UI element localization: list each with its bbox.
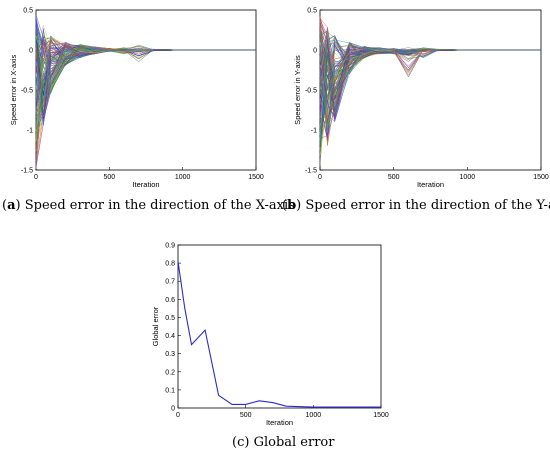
y-tick-label-c-6: 0.6 — [165, 297, 175, 304]
y-tick-label-a-1: -1 — [27, 128, 33, 135]
series-group-a — [35, 14, 256, 169]
y-axis-label-c: Global error — [151, 306, 160, 346]
y-axis-label-a: Speed error in X-axis — [9, 55, 18, 126]
y-tick-label-b-1: -1 — [311, 128, 317, 135]
caption-c: (c) Global error — [232, 435, 334, 450]
caption-c-letter: (c) — [232, 435, 250, 450]
y-tick-label-b-0: -1.5 — [305, 168, 317, 175]
y-tick-label-c-7: 0.7 — [165, 279, 175, 286]
plot-area-c — [177, 244, 382, 409]
series-group-b — [319, 16, 541, 166]
caption-b-text: Speed error in the direction of the Y-ax… — [301, 198, 550, 213]
chart-global-error: 0 500 1000 1500 0 0.1 0.2 0.3 0.4 0.5 0.6 0.7 0.8 0.9… — [151, 243, 389, 428]
y-tick-label-b-4: 0.5 — [307, 8, 317, 15]
y-tick-label-a-3: 0 — [29, 48, 33, 55]
y-tick-label-b-3: 0 — [313, 48, 317, 55]
y-tick-label-c-2: 0.2 — [165, 369, 175, 376]
y-tick-label-c-5: 0.5 — [165, 315, 175, 322]
chart-speed-error-x: 0 500 1000 1500 -1.5 -1 -0.5 0 0.5 Iteration Speed… — [9, 8, 264, 190]
x-tick-label-a-2: 1000 — [175, 174, 191, 181]
caption-b: (b) Speed error in the direction of the … — [282, 198, 550, 213]
x-tick-label-a-1: 500 — [103, 174, 115, 181]
chart-panel-c: 0 500 1000 1500 0 0.1 0.2 0.3 0.4 0.5 0.6 0.7 0.8 0.9… — [150, 235, 400, 430]
y-tick-label-c-8: 0.8 — [165, 261, 175, 268]
x-tick-label-c-1: 500 — [240, 412, 252, 419]
series-line-a-118 — [35, 42, 256, 130]
y-tick-label-c-4: 0.4 — [165, 333, 175, 340]
x-tick-label-a-0: 0 — [34, 174, 38, 181]
y-tick-label-a-2: -0.5 — [21, 88, 33, 95]
series-line-a-115 — [35, 42, 256, 117]
chart-panel-a: 0 500 1000 1500 -1.5 -1 -0.5 0 0.5 Iteration Speed… — [0, 0, 270, 200]
x-axis-label-c: Iteration — [266, 418, 293, 425]
y-axis-label-b: Speed error in Y-axis — [293, 55, 302, 125]
caption-a-text: Speed error in the direction of the X-ax… — [20, 198, 295, 213]
x-tick-label-b-0: 0 — [318, 174, 322, 181]
caption-b-letter: b — [287, 198, 297, 213]
x-axis-label-a: Iteration — [132, 180, 159, 189]
chart-speed-error-y: 0 500 1000 1500 -1.5 -1 -0.5 0 0.5 Iteration Speed… — [293, 8, 549, 190]
chart-panel-b: 0 500 1000 1500 -1.5 -1 -0.5 0 0.5 Iteration Speed… — [283, 0, 550, 200]
x-tick-label-c-3: 1500 — [373, 412, 389, 419]
x-tick-label-b-1: 500 — [388, 174, 400, 181]
y-tick-label-c-3: 0.3 — [165, 351, 175, 358]
caption-a-letter: a — [7, 198, 16, 213]
caption-a: (a) Speed error in the direction of the … — [2, 198, 295, 213]
x-tick-label-b-3: 1500 — [533, 174, 549, 181]
y-tick-label-c-1: 0.1 — [165, 387, 175, 394]
y-tick-label-b-2: -0.5 — [305, 88, 317, 95]
x-tick-label-c-0: 0 — [176, 412, 180, 419]
x-tick-label-c-2: 1000 — [306, 412, 322, 419]
plot-area-b — [319, 9, 542, 171]
y-tick-label-c-9: 0.9 — [165, 243, 175, 250]
plot-area-a — [35, 9, 257, 171]
x-axis-label-b: Iteration — [417, 180, 444, 189]
y-tick-label-c-0: 0 — [171, 406, 175, 413]
caption-c-text: Global error — [249, 435, 335, 450]
series-line-c-0 — [177, 261, 381, 408]
x-tick-label-a-3: 1500 — [248, 174, 264, 181]
x-tick-label-b-2: 1000 — [460, 174, 476, 181]
y-tick-label-a-0: -1.5 — [21, 168, 33, 175]
y-tick-label-a-4: 0.5 — [23, 8, 33, 15]
